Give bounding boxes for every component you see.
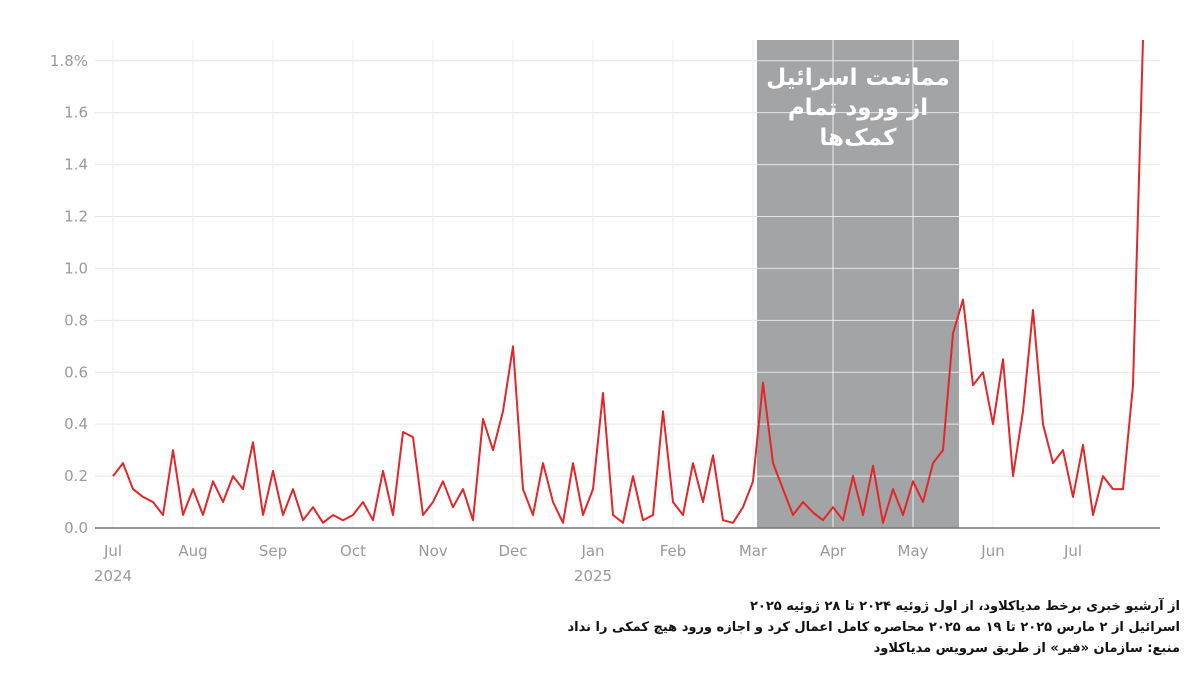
y-tick-label: 1.2	[64, 208, 88, 226]
shaded-label: کمک‌ها	[820, 125, 898, 151]
y-tick-label: 0.4	[64, 415, 88, 433]
y-tick-label: 1.4	[64, 156, 88, 174]
x-tick-label: Mar	[739, 542, 768, 560]
year-label: 2025	[574, 567, 612, 585]
source-note: اسرائیل از ۲ مارس ۲۰۲۵ تا ۱۹ مه ۲۰۲۵ محا…	[567, 620, 1180, 635]
x-tick-label: Aug	[178, 542, 207, 560]
x-tick-label: Sep	[259, 542, 287, 560]
y-tick-label: 0.8	[64, 311, 88, 329]
x-tick-label: Jul	[1063, 542, 1082, 560]
year-label: 2024	[94, 567, 132, 585]
x-tick-label: Feb	[660, 542, 687, 560]
y-tick-label: 1.8%	[50, 52, 88, 70]
x-tick-label: Nov	[418, 542, 447, 560]
x-tick-label: Jul	[103, 542, 122, 560]
x-tick-label: Jan	[580, 542, 604, 560]
x-tick-label: Oct	[340, 542, 366, 560]
y-tick-label: 0.2	[64, 467, 88, 485]
x-tick-label: May	[897, 542, 928, 560]
shaded-label: ممانعت اسرائیل	[766, 65, 950, 91]
shaded-label: از ورود تمام	[788, 95, 928, 121]
y-tick-label: 1.0	[64, 259, 88, 277]
data-line	[112, 39, 1144, 524]
x-tick-label: Dec	[498, 542, 527, 560]
source-note: از آرشیو خبری برخط مدیاکلاود، از اول ژوئ…	[750, 597, 1180, 614]
y-tick-label: 1.6	[64, 104, 88, 122]
x-tick-label: Apr	[820, 542, 847, 560]
shaded-period	[757, 40, 959, 528]
y-tick-label: 0.0	[64, 519, 88, 537]
source-note: منبع: سازمان «فیر» از طریق سرویس مدیاکلا…	[874, 641, 1180, 656]
y-tick-label: 0.6	[64, 363, 88, 381]
x-tick-label: Jun	[980, 542, 1004, 560]
